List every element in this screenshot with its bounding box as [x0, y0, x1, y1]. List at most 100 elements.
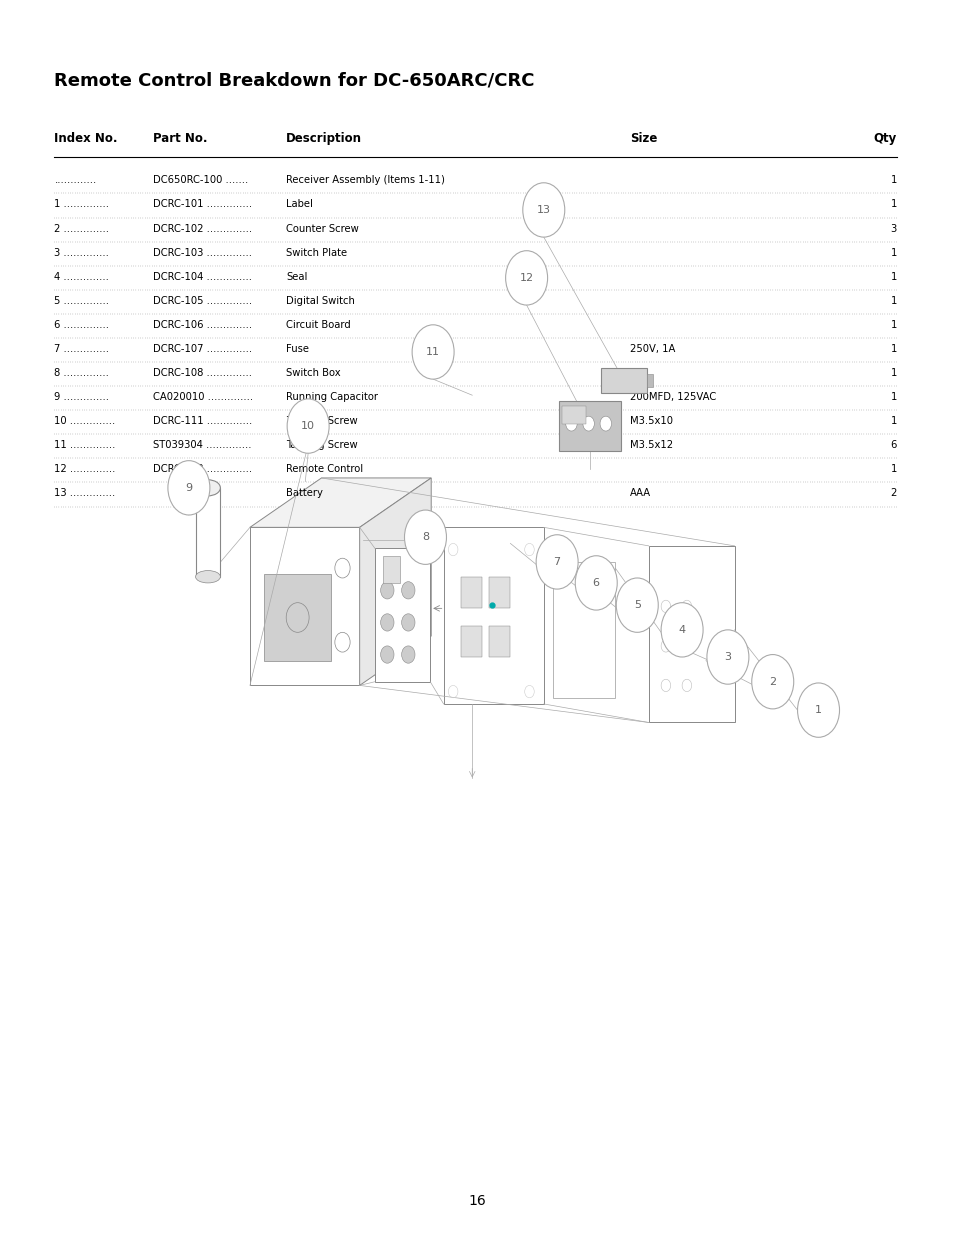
Text: 1 ..............: 1 ..............: [54, 199, 110, 210]
Text: DCRC-104 ..............: DCRC-104 ..............: [152, 272, 252, 282]
Text: 3 ..............: 3 ..............: [54, 248, 110, 258]
Bar: [460, 577, 481, 608]
Text: Part No.: Part No.: [152, 132, 207, 146]
Text: 13: 13: [537, 205, 550, 215]
Text: 250V, 1A: 250V, 1A: [629, 343, 675, 354]
Polygon shape: [553, 562, 615, 698]
Text: Running Capacitor: Running Capacitor: [286, 393, 377, 403]
Circle shape: [401, 646, 415, 663]
Text: 1: 1: [889, 320, 896, 330]
Bar: [646, 374, 652, 387]
Text: 1: 1: [889, 393, 896, 403]
Text: Description: Description: [286, 132, 362, 146]
Text: DCRC-108 ..............: DCRC-108 ..............: [152, 368, 252, 378]
Text: .............: .............: [54, 175, 96, 185]
Ellipse shape: [195, 480, 220, 496]
Circle shape: [599, 416, 611, 431]
Text: 10: 10: [301, 421, 314, 431]
Text: Tapping Screw: Tapping Screw: [286, 416, 357, 426]
Text: 2: 2: [889, 489, 896, 499]
Text: 5 ..............: 5 ..............: [54, 296, 110, 306]
Circle shape: [797, 683, 839, 737]
Circle shape: [706, 630, 748, 684]
Text: 7 ..............: 7 ..............: [54, 343, 110, 354]
Text: Receiver Assembly (Items 1-11): Receiver Assembly (Items 1-11): [286, 175, 445, 185]
Text: Index No.: Index No.: [54, 132, 118, 146]
Circle shape: [536, 535, 578, 589]
Text: 13 ..............: 13 ..............: [54, 489, 115, 499]
Text: 9 ..............: 9 ..............: [54, 393, 110, 403]
Text: 16: 16: [468, 1194, 485, 1208]
Text: 11: 11: [426, 347, 439, 357]
Polygon shape: [359, 478, 431, 685]
Text: 1: 1: [889, 199, 896, 210]
Circle shape: [412, 325, 454, 379]
Text: Switch Plate: Switch Plate: [286, 248, 347, 258]
Text: 5: 5: [633, 600, 640, 610]
Text: DCRC-107 ..............: DCRC-107 ..............: [152, 343, 252, 354]
Circle shape: [404, 510, 446, 564]
Text: 8: 8: [421, 532, 429, 542]
Text: DCRC-113 ..............: DCRC-113 ..............: [152, 464, 252, 474]
Text: 12: 12: [519, 273, 533, 283]
Text: ST039304 ..............: ST039304 ..............: [152, 441, 251, 451]
Text: AAA: AAA: [629, 489, 650, 499]
Text: CA020010 ..............: CA020010 ..............: [152, 393, 253, 403]
Text: 1: 1: [889, 464, 896, 474]
Text: 1: 1: [889, 416, 896, 426]
Text: Digital Switch: Digital Switch: [286, 296, 355, 306]
Text: 6: 6: [592, 578, 599, 588]
Circle shape: [380, 614, 394, 631]
Circle shape: [751, 655, 793, 709]
Text: 1: 1: [889, 248, 896, 258]
Text: 1: 1: [889, 368, 896, 378]
Text: 2: 2: [768, 677, 776, 687]
Circle shape: [168, 461, 210, 515]
Text: DCRC-103 ..............: DCRC-103 ..............: [152, 248, 252, 258]
Text: 1: 1: [889, 272, 896, 282]
Text: Counter Screw: Counter Screw: [286, 224, 358, 233]
Text: 3: 3: [889, 224, 896, 233]
Circle shape: [380, 646, 394, 663]
Text: Switch Box: Switch Box: [286, 368, 340, 378]
Text: 9: 9: [185, 483, 193, 493]
Text: Battery: Battery: [286, 489, 323, 499]
Text: 4: 4: [678, 625, 685, 635]
Circle shape: [565, 416, 577, 431]
Text: M3.5x12: M3.5x12: [629, 441, 672, 451]
Text: Size: Size: [629, 132, 657, 146]
Text: 4 ..............: 4 ..............: [54, 272, 110, 282]
Circle shape: [505, 251, 547, 305]
Text: DCRC-105 ..............: DCRC-105 ..............: [152, 296, 252, 306]
Text: 8 ..............: 8 ..............: [54, 368, 110, 378]
Circle shape: [401, 614, 415, 631]
Bar: [489, 577, 510, 608]
Circle shape: [660, 603, 702, 657]
Text: 10 ..............: 10 ..............: [54, 416, 115, 426]
Text: DCRC-101 ..............: DCRC-101 ..............: [152, 199, 252, 210]
Text: Label: Label: [286, 199, 313, 210]
Bar: [561, 406, 585, 424]
Text: Circuit Board: Circuit Board: [286, 320, 351, 330]
Text: M3.5x10: M3.5x10: [629, 416, 672, 426]
Text: 200MFD, 125VAC: 200MFD, 125VAC: [629, 393, 715, 403]
Text: 1: 1: [889, 343, 896, 354]
Text: Remote Control Breakdown for DC-650ARC/CRC: Remote Control Breakdown for DC-650ARC/C…: [54, 72, 535, 90]
Polygon shape: [250, 478, 431, 527]
Text: 3: 3: [723, 652, 731, 662]
Text: 1: 1: [814, 705, 821, 715]
Polygon shape: [264, 574, 331, 661]
Circle shape: [380, 582, 394, 599]
Text: 2 ..............: 2 ..............: [54, 224, 110, 233]
Circle shape: [522, 183, 564, 237]
Circle shape: [287, 399, 329, 453]
Bar: [195, 488, 220, 577]
Text: 1: 1: [889, 175, 896, 185]
Polygon shape: [250, 527, 359, 685]
Text: 12 ..............: 12 ..............: [54, 464, 115, 474]
Circle shape: [575, 556, 617, 610]
Polygon shape: [558, 401, 620, 451]
Text: 7: 7: [553, 557, 560, 567]
Ellipse shape: [195, 571, 220, 583]
Text: Seal: Seal: [286, 272, 307, 282]
